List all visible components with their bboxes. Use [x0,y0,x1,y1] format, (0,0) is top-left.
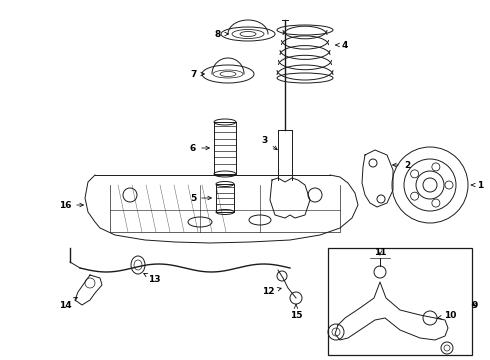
Text: 10: 10 [438,311,456,320]
Text: 7: 7 [191,69,204,78]
Text: 12: 12 [262,288,281,297]
Text: 8: 8 [215,30,228,39]
Text: 1: 1 [471,180,483,189]
Text: 11: 11 [374,248,386,257]
Text: 15: 15 [290,305,302,320]
Text: 5: 5 [190,194,211,202]
Text: 13: 13 [144,273,160,284]
Text: 2: 2 [392,161,410,170]
Bar [328,248,472,355]
Text: 3: 3 [262,135,277,150]
Text: 9: 9 [472,301,478,310]
Text: 6: 6 [190,144,209,153]
Text: 4: 4 [336,41,348,50]
Text: 14: 14 [59,297,77,310]
Text: 16: 16 [59,201,83,210]
